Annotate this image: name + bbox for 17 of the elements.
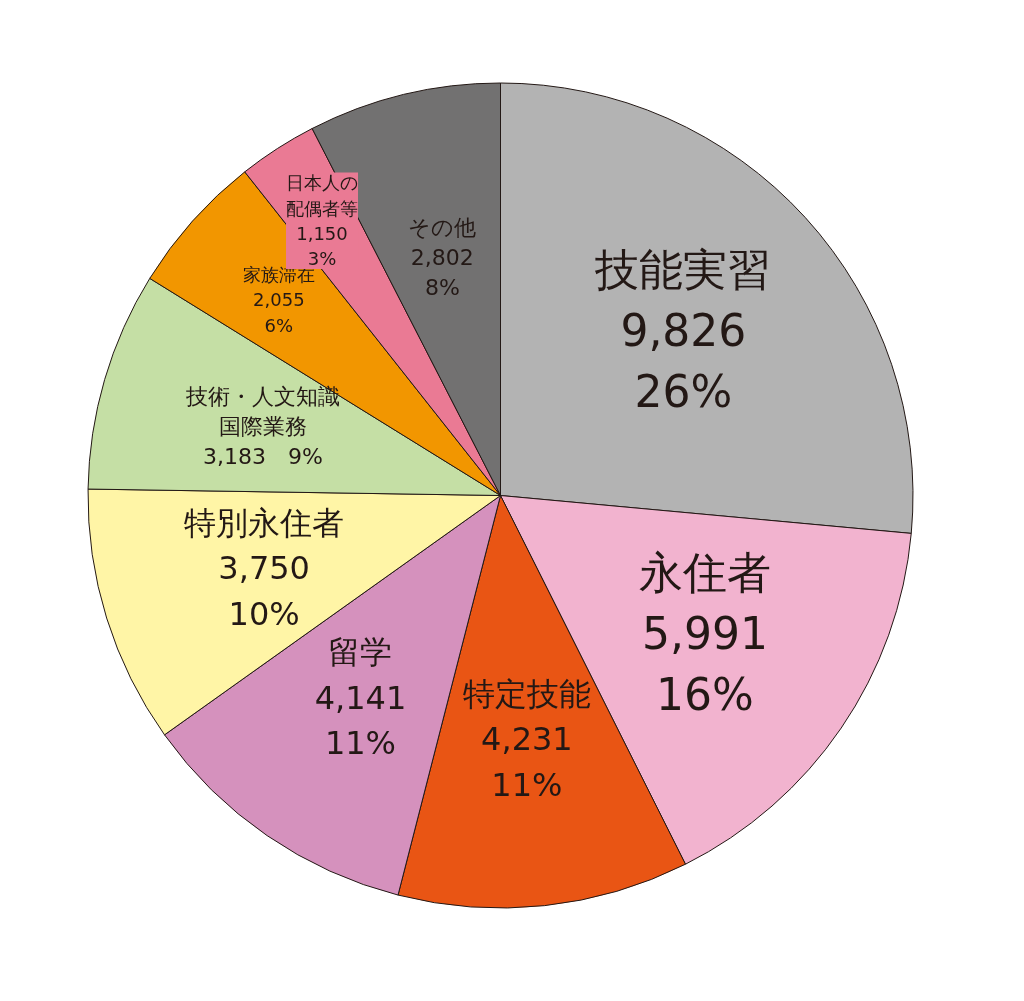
slice-label: 永住者: [638, 546, 771, 598]
data-label: 3,183 9%: [203, 444, 323, 470]
data-label: 1,150 3%: [296, 222, 348, 270]
data-label: 2,802 8%: [410, 244, 474, 300]
slice-label: 技能実習: [594, 243, 772, 295]
data-label: 2,055 6%: [253, 289, 305, 336]
slice-label: 特定技能: [462, 674, 591, 713]
data-label: 4,141 11%: [314, 678, 407, 763]
data-label: 3,750 10%: [218, 549, 310, 633]
slice-label: 日本人の配偶者等: [286, 172, 359, 219]
slice-label: 特別永住者: [184, 503, 345, 542]
slice-label: 留学: [328, 632, 393, 671]
data-label: 4,231 11%: [481, 720, 573, 804]
data-label: 9,826 26%: [620, 304, 747, 418]
data-label: 5,991 16%: [641, 608, 768, 721]
slice-label: 技術・人文知識国際業務: [184, 384, 340, 440]
slice-label: その他: [408, 214, 477, 240]
